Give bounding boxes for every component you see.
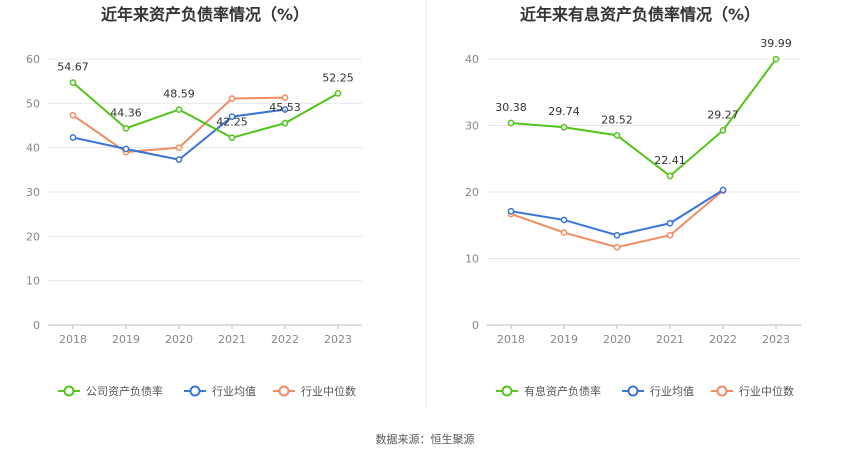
y-tick-label: 20 — [26, 230, 40, 243]
x-tick-label: 2020 — [603, 333, 631, 346]
data-label: 29.27 — [707, 108, 739, 121]
data-point — [772, 55, 780, 63]
y-tick-label: 60 — [26, 53, 40, 66]
legend-label: 公司资产负债率 — [86, 384, 163, 398]
data-point — [666, 231, 674, 239]
x-tick-label: 2022 — [271, 333, 299, 346]
data-point — [281, 119, 289, 127]
data-point — [719, 186, 727, 194]
legend-label: 行业中位数 — [739, 384, 794, 398]
x-tick-label: 2019 — [550, 333, 578, 346]
data-label: 54.67 — [57, 61, 89, 74]
data-point — [613, 231, 621, 239]
y-tick-label: 30 — [26, 186, 40, 199]
y-tick-label: 10 — [26, 275, 40, 288]
data-label: 52.25 — [322, 71, 354, 84]
legend-marker-icon — [501, 385, 513, 397]
data-label: 29.74 — [548, 105, 580, 118]
y-tick-label: 40 — [26, 142, 40, 155]
data-point — [175, 144, 183, 152]
y-tick-label: 40 — [465, 53, 479, 66]
x-tick-label: 2020 — [165, 333, 193, 346]
data-point — [69, 111, 77, 119]
chart-title: 近年来资产负债率情况（%） — [101, 5, 309, 24]
series-line — [510, 58, 777, 178]
legend-marker-icon — [278, 385, 290, 397]
data-point — [613, 131, 621, 139]
data-point — [69, 79, 77, 86]
data-label: 39.99 — [760, 37, 792, 50]
data-source-note: 数据来源：恒生聚源 — [376, 432, 475, 446]
legend-label: 行业均值 — [212, 385, 256, 398]
data-point — [228, 95, 236, 102]
x-tick-label: 2018 — [497, 333, 525, 346]
data-label: 44.36 — [110, 106, 142, 119]
data-point — [507, 207, 515, 215]
data-label: 42.25 — [216, 116, 248, 129]
chart-title: 近年来有息资产负债率情况（%） — [520, 5, 760, 24]
series-line — [72, 81, 339, 139]
legend-marker-icon — [189, 385, 201, 397]
data-label: 22.41 — [654, 154, 686, 167]
data-point — [560, 123, 568, 131]
data-point — [560, 216, 568, 224]
left-chart-panel: 近年来资产负债率情况（%） 0 10 20 30 40 50 60 2018 2019 2020 20… — [26, 5, 362, 398]
data-point — [175, 156, 183, 163]
data-point — [507, 119, 515, 127]
data-label: 28.52 — [601, 113, 633, 126]
x-tick-label: 2022 — [709, 333, 737, 346]
legend-marker-icon — [63, 385, 75, 397]
data-point — [228, 134, 236, 142]
x-tick-label: 2023 — [324, 333, 352, 346]
y-tick-label: 20 — [465, 186, 479, 199]
data-point — [560, 229, 568, 236]
data-point — [69, 134, 77, 141]
data-point — [228, 113, 236, 120]
data-point — [719, 127, 727, 134]
data-point — [175, 106, 183, 113]
data-point — [122, 124, 130, 132]
legend-label: 行业均值 — [650, 385, 694, 398]
x-tick-label: 2021 — [218, 333, 246, 346]
legend-marker-icon — [627, 385, 639, 397]
x-tick-label: 2019 — [112, 333, 140, 346]
data-point — [122, 145, 130, 153]
legend-label: 行业中位数 — [301, 384, 356, 398]
y-tick-label: 0 — [472, 319, 479, 332]
data-point — [334, 90, 342, 97]
data-label: 48.59 — [163, 88, 195, 101]
series-line — [510, 189, 724, 249]
right-chart-panel: 近年来有息资产负债率情况（%） 0 10 20 30 40 2018 2019 2020 2021… — [465, 5, 801, 398]
x-tick-label: 2018 — [59, 333, 87, 346]
y-tick-label: 30 — [465, 120, 479, 133]
data-point — [613, 243, 621, 251]
y-tick-label: 50 — [26, 97, 40, 110]
y-tick-label: 10 — [465, 253, 479, 266]
data-point — [666, 172, 674, 180]
data-point — [281, 106, 289, 113]
x-tick-label: 2023 — [762, 333, 790, 346]
series-line — [72, 108, 286, 161]
data-label: 45.53 — [269, 101, 301, 114]
legend-label: 有息资产负债率 — [524, 384, 601, 398]
series-line — [510, 189, 724, 237]
data-point — [666, 219, 674, 227]
data-label: 30.38 — [495, 101, 527, 114]
x-tick-label: 2021 — [656, 333, 684, 346]
y-tick-label: 0 — [33, 319, 40, 332]
data-point — [281, 94, 289, 101]
legend-marker-icon — [716, 385, 728, 397]
